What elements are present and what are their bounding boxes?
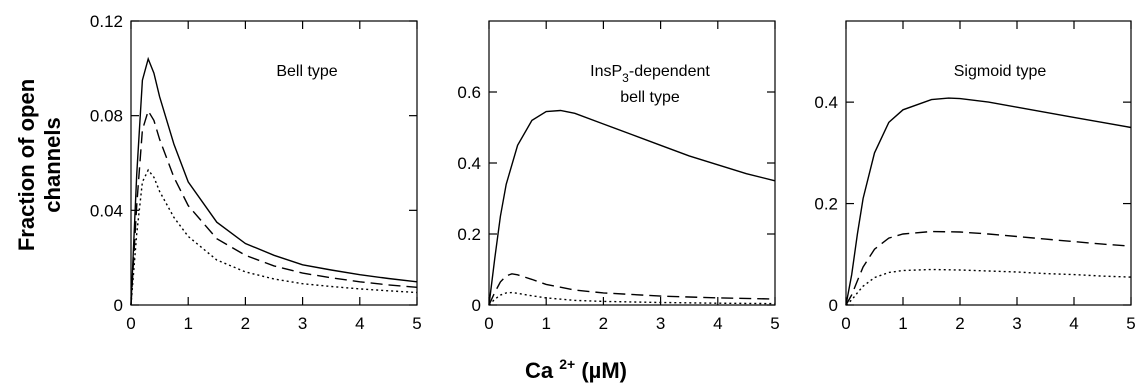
y-tick-label: 0.2 — [814, 195, 838, 214]
x-tick-label: 5 — [1126, 314, 1135, 333]
panel-3: 0 1 2 3 4 5 0 0.2 0.4 Sigmoid type — [814, 20, 1136, 333]
y-axis-title-line2: channels — [40, 117, 65, 212]
y-tick-label: 0.04 — [90, 201, 123, 220]
series-solid-line — [488, 109, 776, 306]
y-tick-label: 0 — [114, 296, 123, 315]
x-tick-label: 2 — [241, 314, 250, 333]
x-axis-title-main: Ca — [525, 358, 554, 383]
y-tick-label: 0.6 — [457, 83, 481, 102]
series-dotted-line — [488, 291, 776, 306]
x-tick-label: 3 — [298, 314, 307, 333]
x-tick-label: 4 — [1069, 314, 1078, 333]
series-dashed-line — [488, 273, 776, 306]
y-tick-label: 0 — [829, 296, 838, 315]
series-dotted-line — [845, 268, 1132, 306]
series-solid-line — [845, 97, 1132, 306]
series-dotted-line — [130, 168, 418, 306]
x-tick-label: 2 — [955, 314, 964, 333]
x-tick-label: 0 — [841, 314, 850, 333]
panel-label: Bell type — [276, 63, 337, 80]
x-tick-label: 3 — [1012, 314, 1021, 333]
x-tick-label: 3 — [656, 314, 665, 333]
series-dashed-line — [130, 109, 418, 306]
x-axis-title-sup: 2+ — [559, 356, 575, 372]
x-axis-title: Ca 2+ (µM) — [525, 349, 627, 383]
panel-2: 0 1 2 3 4 5 0 0.2 0.4 0.6 InsP3-dependent bell type — [457, 20, 780, 333]
x-tick-label: 5 — [770, 314, 779, 333]
series-dashed-line — [845, 230, 1132, 306]
y-tick-label: 0.4 — [457, 154, 481, 173]
panels: 0 1 2 3 4 5 0 0.04 0.08 0.12 Bell type 0 1 2 3 4 5 0 0.2 0.… — [90, 12, 1136, 333]
x-tick-label: 1 — [541, 314, 550, 333]
x-tick-label: 4 — [355, 314, 364, 333]
x-tick-label: 0 — [126, 314, 135, 333]
panel-label: InsP3-dependent — [590, 63, 710, 85]
x-tick-label: 2 — [599, 314, 608, 333]
y-axis-title-line1: Fraction of open — [14, 79, 39, 251]
series-solid-line — [130, 56, 418, 306]
plot-frame — [130, 20, 418, 306]
x-tick-label: 0 — [484, 314, 493, 333]
panel-1: 0 1 2 3 4 5 0 0.04 0.08 0.12 Bell type — [90, 12, 422, 333]
x-tick-label: 5 — [412, 314, 421, 333]
x-axis-title-unit: (µM) — [581, 358, 627, 383]
y-tick-label: 0.2 — [457, 225, 481, 244]
panel-label: Sigmoid type — [954, 63, 1047, 80]
y-tick-label: 0.12 — [90, 12, 123, 31]
y-axis-title: Fraction of open channels — [14, 79, 65, 251]
panel-label: bell type — [620, 89, 680, 106]
y-tick-label: 0.08 — [90, 107, 123, 126]
x-tick-label: 1 — [898, 314, 907, 333]
y-tick-label: 0 — [472, 296, 481, 315]
x-tick-label: 4 — [713, 314, 722, 333]
x-tick-label: 1 — [183, 314, 192, 333]
plot-frame — [845, 20, 1132, 306]
y-tick-label: 0.4 — [814, 93, 838, 112]
